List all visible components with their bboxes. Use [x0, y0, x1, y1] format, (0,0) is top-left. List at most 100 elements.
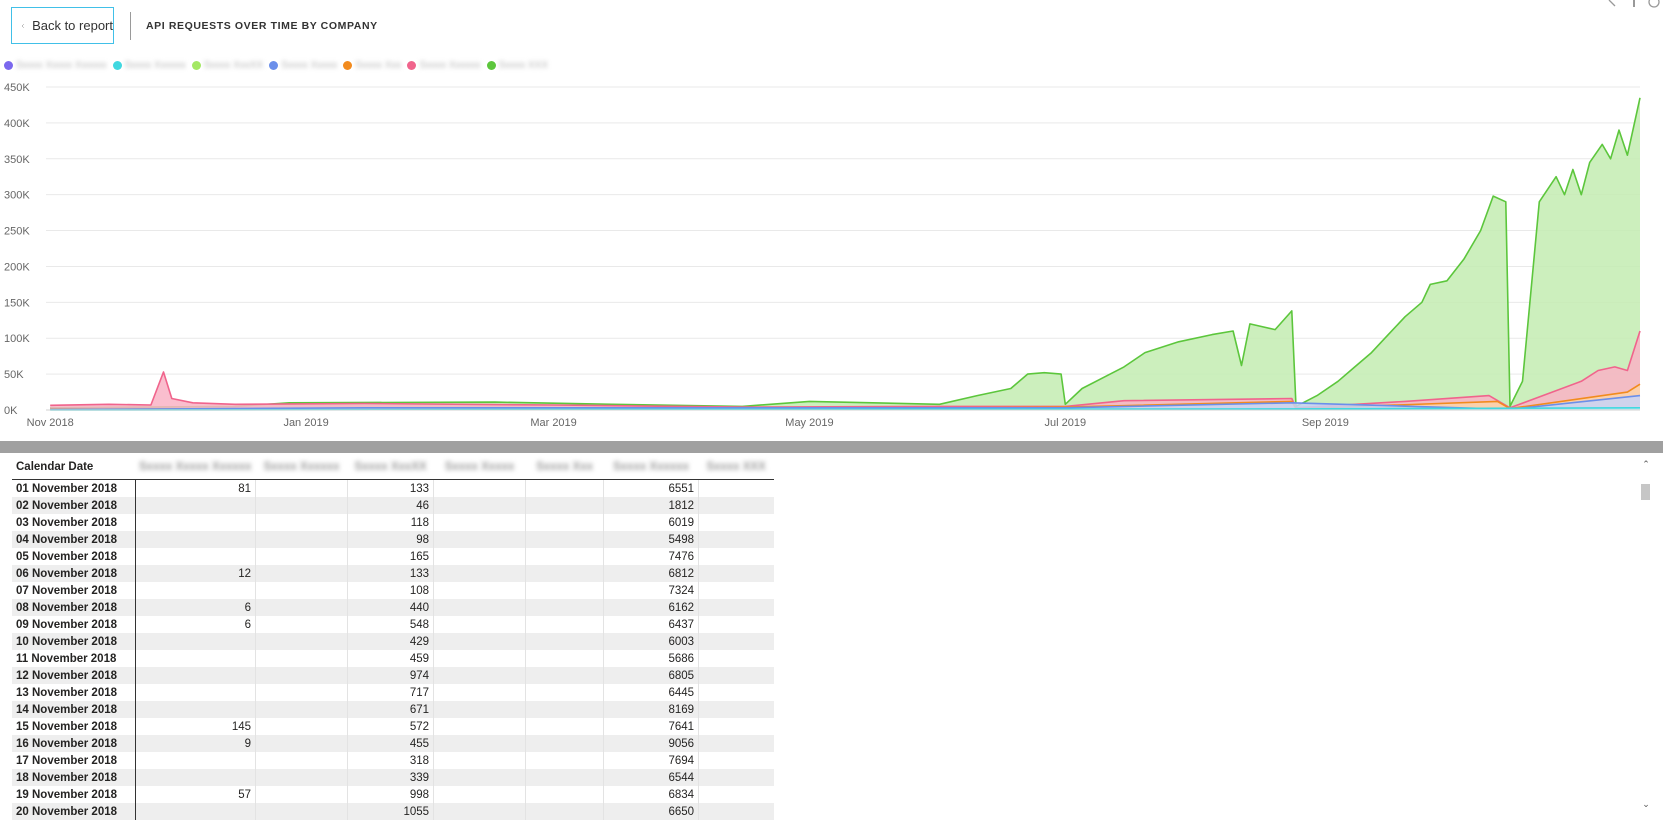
row-date: 20 November 2018 — [12, 803, 136, 820]
row-date: 05 November 2018 — [12, 548, 136, 565]
chevron-left-icon — [21, 23, 24, 28]
table-cell — [255, 786, 348, 803]
table-cell: 108 — [347, 582, 434, 599]
table-cell: 9056 — [603, 735, 699, 752]
legend-item[interactable]: Sxxxx Xxxxx Xxxxxx — [4, 60, 107, 71]
table-cell: 5498 — [603, 531, 699, 548]
table-cell — [698, 633, 774, 650]
row-date: 03 November 2018 — [12, 514, 136, 531]
table-cell: 7694 — [603, 752, 699, 769]
column-header-company[interactable]: Sxxxx Xxxxxx — [603, 455, 699, 480]
more-options-icon[interactable] — [1648, 0, 1660, 8]
legend-label: Sxxxx Xxxxx Xxxxxx — [16, 59, 107, 71]
y-tick-label: 0K — [4, 405, 18, 417]
row-date: 06 November 2018 — [12, 565, 136, 582]
table-cell: 6805 — [603, 667, 699, 684]
chart-legend: Sxxxx Xxxxx Xxxxxx Sxxxx Xxxxxx Sxxxx XxxX… — [4, 57, 554, 73]
table-cell — [698, 514, 774, 531]
table-cell — [255, 684, 348, 701]
table-cell — [525, 735, 604, 752]
pin-icon[interactable] — [1608, 0, 1616, 7]
table-cell — [255, 479, 348, 497]
table-cell — [698, 667, 774, 684]
column-header-company[interactable]: Sxxxx Xxx — [525, 455, 604, 480]
legend-item[interactable]: Sxxxx Xxxxxx — [112, 59, 186, 71]
legend-item[interactable]: Sxxxx Xxxxx — [269, 60, 337, 71]
legend-item[interactable]: Sxxxx XxxXX — [191, 59, 264, 71]
table-cell: 6812 — [603, 565, 699, 582]
table-row: 04 November 2018 98 5498 — [12, 531, 774, 548]
table-cell: 6544 — [603, 769, 699, 786]
table-cell: 318 — [347, 752, 434, 769]
table-cell — [134, 531, 256, 548]
series-area — [50, 97, 1641, 411]
table-cell — [134, 582, 256, 599]
table-cell — [698, 735, 774, 752]
table-cell — [134, 701, 256, 718]
table-row: 01 November 2018 81 133 6551 — [12, 479, 774, 497]
table-cell — [255, 497, 348, 514]
legend-label: Sxxxx Xxxxxx — [124, 59, 186, 71]
legend-label: Sxxxx XxxXX — [203, 59, 264, 71]
table-cell — [698, 769, 774, 786]
table-cell — [255, 701, 348, 718]
table-row: 16 November 2018 9 455 9056 — [12, 735, 774, 752]
row-date: 16 November 2018 — [12, 735, 136, 752]
row-date: 14 November 2018 — [12, 701, 136, 718]
table-cell — [433, 684, 526, 701]
table-cell — [433, 650, 526, 667]
table-cell — [698, 565, 774, 582]
table-cell: 133 — [347, 565, 434, 582]
table-row: 12 November 2018 974 6805 — [12, 667, 774, 684]
table-cell: 133 — [347, 479, 434, 497]
table-cell: 548 — [347, 616, 434, 633]
row-date: 13 November 2018 — [12, 684, 136, 701]
table-cell: 717 — [347, 684, 434, 701]
table-cell — [255, 582, 348, 599]
legend-dot-icon — [486, 60, 496, 70]
table-cell: 6019 — [603, 514, 699, 531]
table-cell — [698, 803, 774, 820]
column-header-company[interactable]: Sxxxx XxxXX — [347, 455, 434, 480]
table-cell — [433, 735, 526, 752]
scroll-down-icon[interactable]: ⌄ — [1642, 799, 1650, 809]
column-header-date[interactable]: Calendar Date — [12, 455, 135, 480]
table-cell — [525, 497, 604, 514]
table-cell: 6437 — [603, 616, 699, 633]
legend-item[interactable]: Sxxxx Xxx — [343, 60, 401, 71]
table-row: 17 November 2018 318 7694 — [12, 752, 774, 769]
scroll-thumb[interactable] — [1641, 484, 1650, 500]
legend-item[interactable]: Sxxxx XXX — [486, 60, 548, 71]
row-date: 19 November 2018 — [12, 786, 136, 803]
x-tick-label: Jul 2019 — [1045, 417, 1087, 429]
table-scrollbar[interactable]: ⌃ ⌄ — [1640, 455, 1652, 813]
series-line — [50, 394, 1641, 411]
pane-separator[interactable] — [0, 441, 1663, 453]
table-cell — [255, 531, 348, 548]
back-to-report-button[interactable]: Back to report — [11, 7, 114, 44]
table-cell — [698, 582, 774, 599]
table-row: 09 November 2018 6 548 6437 — [12, 616, 774, 633]
scroll-up-icon[interactable]: ⌃ — [1642, 459, 1650, 469]
y-tick-label: 450K — [4, 82, 30, 94]
table-row: 02 November 2018 46 1812 — [12, 497, 774, 514]
x-tick-label: Mar 2019 — [530, 417, 576, 429]
table-cell — [134, 752, 256, 769]
chart-title: API REQUESTS OVER TIME BY COMPANY — [146, 20, 378, 32]
table-row: 06 November 2018 12 133 6812 — [12, 565, 774, 582]
table-cell — [525, 684, 604, 701]
legend-label: Sxxxx Xxx — [355, 59, 402, 71]
table-cell: 1055 — [347, 803, 434, 820]
table-cell: 118 — [347, 514, 434, 531]
table-cell: 145 — [134, 718, 256, 735]
column-header-company[interactable]: Sxxxx XXX — [698, 455, 774, 480]
column-header-company[interactable]: Sxxxx Xxxxx Xxxxxx — [135, 455, 256, 480]
column-header-company[interactable]: Sxxxx Xxxxx — [433, 455, 526, 480]
y-tick-label: 400K — [4, 118, 30, 130]
table-cell — [525, 667, 604, 684]
column-header-company[interactable]: Sxxxx Xxxxxx — [255, 455, 348, 480]
table-cell — [698, 684, 774, 701]
table-cell — [433, 752, 526, 769]
legend-item[interactable]: Sxxxx Xxxxxx — [407, 60, 481, 71]
focus-mode-icon[interactable] — [1633, 0, 1635, 7]
